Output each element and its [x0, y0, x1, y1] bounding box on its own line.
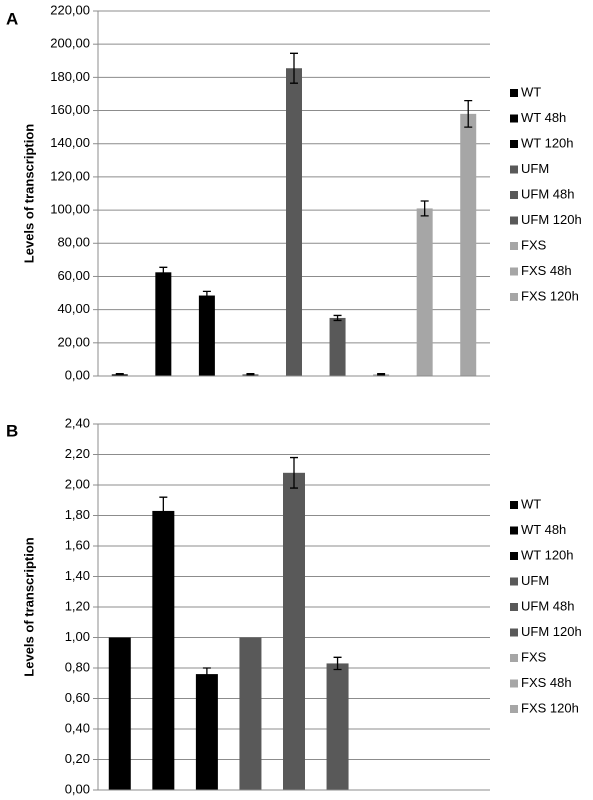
legend-label: FXS 48h [521, 263, 572, 278]
error-bar [202, 290, 211, 301]
bar [329, 317, 346, 376]
y-tick-label: 0,00 [65, 781, 90, 796]
legend-label: UFM [521, 573, 549, 588]
legend-label: FXS 120h [521, 700, 579, 715]
error-bar [246, 373, 255, 376]
legend-swatch [510, 191, 518, 199]
y-tick-label: 60,00 [57, 268, 90, 283]
legend-label: UFM 120h [521, 212, 582, 227]
legend-swatch [510, 242, 518, 250]
legend-swatch [510, 293, 518, 301]
panel-label: B [6, 421, 18, 440]
error-bar [115, 373, 124, 376]
legend-swatch [510, 654, 518, 662]
legend-label: WT 120h [521, 135, 574, 150]
y-tick-label: 80,00 [57, 235, 90, 250]
error-bar [290, 52, 298, 84]
y-tick-label: 0,40 [65, 720, 90, 735]
y-tick-label: 140,00 [50, 135, 90, 150]
y-tick-label: 1,40 [65, 568, 90, 583]
error-bar [333, 656, 342, 671]
legend-swatch [510, 501, 518, 509]
error-bar [159, 496, 168, 526]
y-tick-label: 2,00 [65, 476, 90, 491]
y-axis-label: Levels of transcription [21, 537, 36, 676]
legend-swatch [510, 114, 518, 123]
legend-swatch [510, 526, 518, 535]
error-bar [159, 266, 168, 278]
y-tick-label: 0,20 [65, 751, 90, 766]
legend-swatch [510, 165, 518, 174]
legend-label: UFM 48h [521, 598, 574, 613]
bar [152, 510, 175, 790]
legend-label: UFM 48h [521, 186, 574, 201]
error-bar [333, 314, 342, 322]
y-tick-label: 2,20 [65, 446, 90, 461]
legend-label: WT 120h [521, 547, 574, 562]
legend-swatch [510, 705, 518, 713]
legend-swatch [510, 216, 518, 225]
panel-label: A [6, 9, 18, 28]
y-tick-label: 120,00 [50, 168, 90, 183]
legend-swatch [510, 603, 518, 611]
legend-label: FXS 120h [521, 288, 579, 303]
y-tick-label: 160,00 [50, 102, 90, 117]
y-tick-label: 0,80 [65, 659, 90, 674]
error-bar [377, 373, 386, 376]
legend-swatch [510, 267, 518, 276]
legend-swatch [510, 89, 518, 97]
bar [198, 295, 215, 376]
error-bar [290, 456, 298, 489]
legend-label: UFM [521, 161, 549, 176]
y-tick-label: 0,00 [65, 367, 90, 382]
error-bar [420, 200, 429, 217]
y-tick-label: 0,60 [65, 690, 90, 705]
legend-label: UFM 120h [521, 624, 582, 639]
error-bar [464, 99, 473, 128]
bar [286, 68, 302, 376]
y-tick-label: 1,80 [65, 507, 90, 522]
bar [283, 472, 305, 790]
y-tick-label: 220,00 [50, 2, 90, 17]
y-tick-label: 1,60 [65, 537, 90, 552]
bar [108, 637, 131, 790]
legend-swatch [510, 628, 518, 637]
y-tick-label: 200,00 [50, 36, 90, 51]
legend-label: FXS [521, 237, 547, 252]
legend-label: WT 48h [521, 522, 566, 537]
legend-label: WT [521, 84, 541, 99]
y-tick-label: 1,00 [65, 629, 90, 644]
bar [155, 272, 172, 376]
y-tick-label: 20,00 [57, 334, 90, 349]
y-tick-label: 1,20 [65, 598, 90, 613]
legend-swatch [510, 679, 518, 688]
bar [416, 208, 433, 376]
bar [239, 637, 262, 790]
legend-label: FXS [521, 649, 547, 664]
legend-swatch [510, 552, 518, 560]
legend-label: WT [521, 496, 541, 511]
y-axis-label: Levels of transcription [21, 124, 36, 263]
y-tick-label: 40,00 [57, 301, 90, 316]
bar [326, 663, 349, 790]
legend-label: WT 48h [521, 110, 566, 125]
error-bar [202, 667, 211, 681]
y-tick-label: 100,00 [50, 202, 90, 217]
legend-swatch [510, 140, 518, 148]
bar [195, 674, 218, 790]
y-tick-label: 180,00 [50, 69, 90, 84]
legend-label: FXS 48h [521, 675, 572, 690]
y-tick-label: 2,40 [65, 415, 90, 430]
bar [460, 113, 477, 376]
legend-swatch [510, 577, 518, 586]
